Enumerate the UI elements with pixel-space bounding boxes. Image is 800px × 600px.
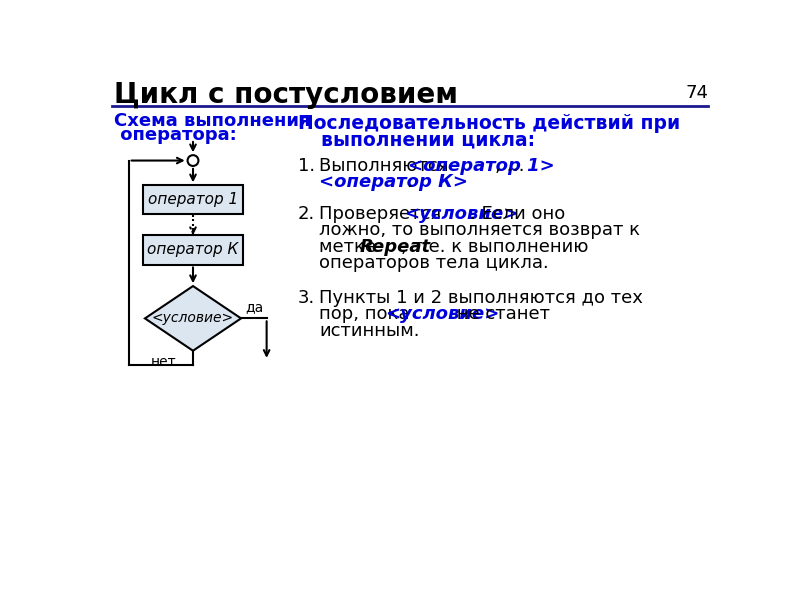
FancyBboxPatch shape	[142, 235, 243, 265]
Circle shape	[187, 155, 198, 166]
Text: 2.: 2.	[298, 205, 315, 223]
Text: .: .	[406, 173, 412, 191]
Text: операторов тела цикла.: операторов тела цикла.	[319, 254, 549, 272]
Text: , т.е. к выполнению: , т.е. к выполнению	[402, 238, 589, 256]
Text: пор, пока: пор, пока	[319, 305, 415, 323]
Text: Цикл с постусловием: Цикл с постусловием	[114, 81, 458, 109]
Text: 74: 74	[686, 83, 708, 101]
Text: не станет: не станет	[451, 305, 550, 323]
Text: <условие>: <условие>	[405, 205, 519, 223]
Text: Проверяется: Проверяется	[319, 205, 447, 223]
Text: ложно, то выполняется возврат к: ложно, то выполняется возврат к	[319, 221, 640, 239]
Text: <условие>: <условие>	[152, 311, 234, 325]
Text: <условие>: <условие>	[386, 305, 499, 323]
Text: 1.: 1.	[298, 157, 314, 175]
Text: Выполняются: Выполняются	[319, 157, 454, 175]
Text: метке: метке	[319, 238, 382, 256]
Text: оператор 1: оператор 1	[148, 193, 238, 208]
Text: оператор К: оператор К	[147, 242, 238, 257]
Text: истинным.: истинным.	[319, 322, 420, 340]
FancyBboxPatch shape	[142, 185, 243, 214]
Text: Пункты 1 и 2 выполняются до тех: Пункты 1 и 2 выполняются до тех	[319, 289, 643, 307]
Text: Последовательность действий при: Последовательность действий при	[298, 115, 680, 133]
Text: оператора:: оператора:	[114, 126, 237, 144]
Text: Repeat: Repeat	[360, 238, 430, 256]
Text: 3.: 3.	[298, 289, 315, 307]
Text: Схема выполнения: Схема выполнения	[114, 112, 310, 130]
Text: выполнении цикла:: выполнении цикла:	[321, 131, 535, 149]
Text: нет: нет	[151, 355, 177, 368]
Text: , …: , …	[495, 157, 525, 175]
Text: да: да	[245, 301, 263, 314]
Text: . Если оно: . Если оно	[470, 205, 566, 223]
Text: <оператор К>: <оператор К>	[319, 173, 468, 191]
Polygon shape	[145, 286, 241, 351]
Text: <оператор 1>: <оператор 1>	[409, 157, 555, 175]
